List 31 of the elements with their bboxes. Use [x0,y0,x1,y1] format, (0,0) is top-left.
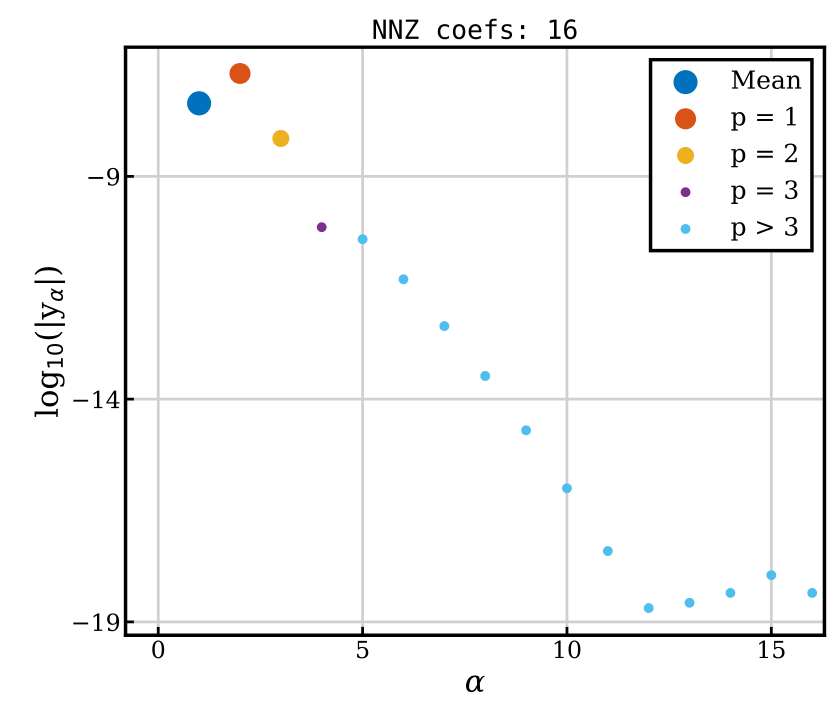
x-axis-title: α [466,675,485,692]
point [726,588,736,598]
legend-label: p = 1 [731,106,796,131]
legend-label: p = 2 [731,144,797,168]
point [187,91,212,116]
legend-label: Mean [732,70,802,90]
chart-title: NNZ coefs: 16 [374,18,577,40]
x-tick-label: 10 [554,640,580,658]
legend-label: p = 3 [731,180,798,204]
x-tick-label: 0 [152,640,164,658]
point [398,274,408,284]
point [272,130,290,148]
y-tick-label: −9 [88,168,120,186]
point [229,62,251,84]
y-tick-label: −19 [73,613,120,632]
point [439,321,450,331]
x-tick-label: 5 [357,640,368,658]
point [684,598,694,608]
point [480,371,490,381]
point [358,234,368,244]
point [807,588,818,598]
y-tick-label: −14 [73,390,120,408]
point [602,546,613,556]
point [521,425,531,436]
legend-label: p > 3 [731,216,798,241]
point [562,483,572,494]
y-axis-title: log$_{10}$(|y$_{α}$|) [34,267,65,417]
point [644,603,654,613]
x-tick-label: 15 [759,640,785,658]
point [766,570,776,580]
point [316,222,327,232]
